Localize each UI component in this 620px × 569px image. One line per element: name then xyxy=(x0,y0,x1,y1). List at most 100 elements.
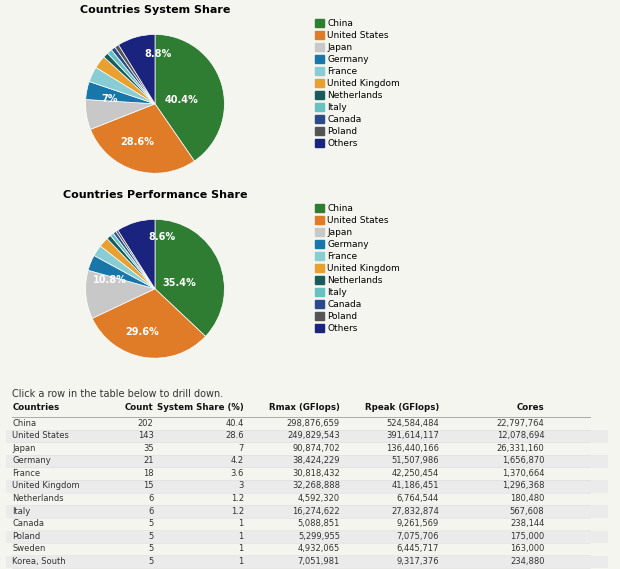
Text: 18: 18 xyxy=(143,469,154,478)
Text: 9,261,569: 9,261,569 xyxy=(397,519,439,528)
Legend: China, United States, Japan, Germany, France, United Kingdom, Netherlands, Italy: China, United States, Japan, Germany, Fr… xyxy=(314,19,400,148)
Text: 7%: 7% xyxy=(102,94,118,104)
Text: 5: 5 xyxy=(148,519,154,528)
Text: 30,818,432: 30,818,432 xyxy=(292,469,340,478)
Text: 40.4%: 40.4% xyxy=(164,96,198,105)
Text: 298,876,659: 298,876,659 xyxy=(287,419,340,428)
Title: Countries System Share: Countries System Share xyxy=(80,5,230,15)
Text: 1.2: 1.2 xyxy=(231,494,244,503)
Text: System Share (%): System Share (%) xyxy=(157,403,244,413)
Text: 35.4%: 35.4% xyxy=(162,278,196,288)
Text: 6,445,717: 6,445,717 xyxy=(397,545,439,554)
Text: 6: 6 xyxy=(148,494,154,503)
Text: 41,186,451: 41,186,451 xyxy=(392,481,439,490)
Text: 1: 1 xyxy=(239,532,244,541)
Wedge shape xyxy=(96,57,155,104)
Text: 38,424,229: 38,424,229 xyxy=(293,456,340,465)
Text: 10.8%: 10.8% xyxy=(93,275,127,286)
Text: 175,000: 175,000 xyxy=(510,532,544,541)
Wedge shape xyxy=(116,230,155,289)
FancyBboxPatch shape xyxy=(6,556,608,568)
Text: 1,296,368: 1,296,368 xyxy=(502,481,544,490)
Text: 40.4: 40.4 xyxy=(226,419,244,428)
Text: 3.6: 3.6 xyxy=(231,469,244,478)
Text: 5,088,851: 5,088,851 xyxy=(298,519,340,528)
Text: 1: 1 xyxy=(239,545,244,554)
Text: Netherlands: Netherlands xyxy=(12,494,64,503)
Text: 21: 21 xyxy=(143,456,154,465)
Text: Canada: Canada xyxy=(12,519,44,528)
Wedge shape xyxy=(118,34,155,104)
Wedge shape xyxy=(86,81,155,104)
Text: 1,656,870: 1,656,870 xyxy=(502,456,544,465)
FancyBboxPatch shape xyxy=(6,455,608,468)
Text: 5: 5 xyxy=(148,545,154,554)
Text: 238,144: 238,144 xyxy=(510,519,544,528)
FancyBboxPatch shape xyxy=(6,480,608,493)
Wedge shape xyxy=(115,45,155,104)
Text: 7: 7 xyxy=(238,444,244,453)
Text: 7,075,706: 7,075,706 xyxy=(397,532,439,541)
Text: Count: Count xyxy=(125,403,154,413)
Text: 28.6: 28.6 xyxy=(225,431,244,440)
Text: 5,299,955: 5,299,955 xyxy=(298,532,340,541)
Text: 1,370,664: 1,370,664 xyxy=(502,469,544,478)
Text: 1: 1 xyxy=(239,519,244,528)
Text: 8.6%: 8.6% xyxy=(148,232,175,242)
Wedge shape xyxy=(88,255,155,289)
Wedge shape xyxy=(113,232,155,289)
Text: 6: 6 xyxy=(148,506,154,516)
FancyBboxPatch shape xyxy=(6,430,608,443)
Text: Korea, South: Korea, South xyxy=(12,557,66,566)
Text: Italy: Italy xyxy=(12,506,30,516)
Text: 6,764,544: 6,764,544 xyxy=(397,494,439,503)
Wedge shape xyxy=(86,100,155,129)
Wedge shape xyxy=(107,236,155,289)
Text: 28.6%: 28.6% xyxy=(121,137,154,147)
Text: Countries: Countries xyxy=(12,403,60,413)
Text: Japan: Japan xyxy=(12,444,36,453)
FancyBboxPatch shape xyxy=(6,530,608,543)
Title: Countries Performance Share: Countries Performance Share xyxy=(63,190,247,200)
Text: China: China xyxy=(12,419,37,428)
Text: 180,480: 180,480 xyxy=(510,494,544,503)
Text: 4,932,065: 4,932,065 xyxy=(298,545,340,554)
Text: 1: 1 xyxy=(239,557,244,566)
Text: 5: 5 xyxy=(148,532,154,541)
Text: Click a row in the table below to drill down.: Click a row in the table below to drill … xyxy=(12,389,223,399)
FancyBboxPatch shape xyxy=(6,505,608,518)
Text: 163,000: 163,000 xyxy=(510,545,544,554)
Wedge shape xyxy=(110,233,155,289)
Text: 22,797,764: 22,797,764 xyxy=(497,419,544,428)
Text: 35: 35 xyxy=(143,444,154,453)
Text: 524,584,484: 524,584,484 xyxy=(386,419,439,428)
Text: United States: United States xyxy=(12,431,69,440)
Wedge shape xyxy=(94,246,155,289)
Wedge shape xyxy=(155,34,224,161)
Text: Sweden: Sweden xyxy=(12,545,46,554)
Text: 9,317,376: 9,317,376 xyxy=(397,557,439,566)
Wedge shape xyxy=(92,289,205,358)
Text: Germany: Germany xyxy=(12,456,51,465)
Text: 42,250,454: 42,250,454 xyxy=(392,469,439,478)
Wedge shape xyxy=(118,219,155,289)
Text: 567,608: 567,608 xyxy=(510,506,544,516)
Text: 3: 3 xyxy=(238,481,244,490)
Text: 202: 202 xyxy=(138,419,154,428)
Text: 26,331,160: 26,331,160 xyxy=(497,444,544,453)
Text: United Kingdom: United Kingdom xyxy=(12,481,80,490)
Text: 29.6%: 29.6% xyxy=(126,327,159,337)
Wedge shape xyxy=(89,67,155,104)
Text: 5: 5 xyxy=(148,557,154,566)
Text: 27,832,874: 27,832,874 xyxy=(391,506,439,516)
Legend: China, United States, Japan, Germany, France, United Kingdom, Netherlands, Italy: China, United States, Japan, Germany, Fr… xyxy=(314,204,400,333)
Wedge shape xyxy=(86,270,155,319)
Text: 32,268,888: 32,268,888 xyxy=(292,481,340,490)
Text: Cores: Cores xyxy=(517,403,544,413)
Wedge shape xyxy=(91,104,195,173)
Text: 90,874,702: 90,874,702 xyxy=(293,444,340,453)
Text: 143: 143 xyxy=(138,431,154,440)
Text: 12,078,694: 12,078,694 xyxy=(497,431,544,440)
Text: Rpeak (GFlops): Rpeak (GFlops) xyxy=(365,403,439,413)
Text: 249,829,543: 249,829,543 xyxy=(287,431,340,440)
